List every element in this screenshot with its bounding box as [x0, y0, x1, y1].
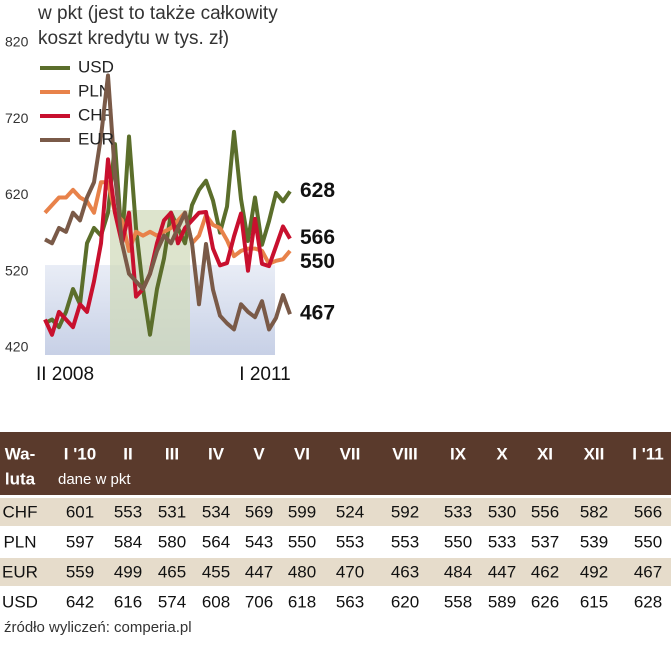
table-cell: CHF — [3, 502, 38, 521]
table-cell: 543 — [245, 532, 273, 551]
table-cell: 467 — [634, 562, 662, 581]
table-cell: 601 — [66, 502, 94, 521]
table-cell: 465 — [158, 562, 186, 581]
table-cell: 626 — [531, 592, 559, 611]
table-cell: 618 — [288, 592, 316, 611]
table-cell: 530 — [488, 502, 516, 521]
table-cell: 492 — [580, 562, 608, 581]
end-label: 566 — [300, 226, 335, 249]
table-cell: EUR — [2, 562, 38, 581]
table-cell: 480 — [288, 562, 316, 581]
table-cell: 534 — [202, 502, 230, 521]
table-cell: 592 — [391, 502, 419, 521]
table-cell: 447 — [488, 562, 516, 581]
line — [43, 157, 292, 337]
legend-label: CHF — [78, 105, 113, 124]
table-cell: 533 — [444, 502, 472, 521]
table-cell: 599 — [288, 502, 316, 521]
table-header: Wa- — [5, 444, 36, 463]
footer: źródło wyliczeń: comperia.pl — [4, 619, 192, 636]
table-header: XI — [537, 444, 553, 463]
x-tick-label: I 2011 — [239, 364, 290, 385]
table-cell: 608 — [202, 592, 230, 611]
table-cell: 563 — [336, 592, 364, 611]
table-cell: 574 — [158, 592, 186, 611]
table-cell: 558 — [444, 592, 472, 611]
table-cell: 620 — [391, 592, 419, 611]
table-cell: 455 — [202, 562, 230, 581]
x-tick-label: II 2008 — [36, 364, 94, 385]
line — [44, 73, 292, 332]
row-bg — [0, 498, 671, 526]
table-cell: 550 — [634, 532, 662, 551]
table-header: X — [496, 444, 508, 463]
table-cell: 539 — [580, 532, 608, 551]
row-bg — [0, 558, 671, 586]
y-tick-label: 620 — [5, 186, 29, 202]
table-cell: 642 — [66, 592, 94, 611]
table-header: III — [165, 444, 179, 463]
table-cell: 553 — [336, 532, 364, 551]
y-tick-label: 420 — [5, 339, 29, 355]
table-cell: 462 — [531, 562, 559, 581]
table-header: IX — [450, 444, 467, 463]
table-cell: 470 — [336, 562, 364, 581]
table-cell: 537 — [531, 532, 559, 551]
table-header: V — [253, 444, 265, 463]
end-label: 550 — [300, 250, 335, 273]
table-cell: 615 — [580, 592, 608, 611]
table-header: I '10 — [64, 444, 96, 463]
table-cell: 628 — [634, 592, 662, 611]
table-cell: 582 — [580, 502, 608, 521]
table-cell: 580 — [158, 532, 186, 551]
table-cell: 553 — [391, 532, 419, 551]
legend-label: EUR — [78, 129, 114, 148]
legend-label: USD — [78, 57, 114, 76]
chart-title: koszt kredytu w tys. zł) — [38, 28, 229, 49]
table-cell: 553 — [114, 502, 142, 521]
table-cell: 499 — [114, 562, 142, 581]
table-header: IV — [208, 444, 225, 463]
table-header: VIII — [392, 444, 418, 463]
y-tick-label: 520 — [5, 262, 29, 278]
table-cell: 533 — [488, 532, 516, 551]
table-cell: 616 — [114, 592, 142, 611]
table-header: VI — [294, 444, 310, 463]
table-cell: 566 — [634, 502, 662, 521]
line — [44, 129, 292, 337]
table-cell: 569 — [245, 502, 273, 521]
table-cell: 597 — [66, 532, 94, 551]
table-cell: USD — [2, 592, 38, 611]
table-cell: 556 — [531, 502, 559, 521]
table-cell: 584 — [114, 532, 142, 551]
table-cell: 564 — [202, 532, 230, 551]
table-cell: PLN — [3, 532, 36, 551]
table-cell: 706 — [245, 592, 273, 611]
table-header: I '11 — [632, 444, 663, 463]
table-header-bg — [0, 432, 671, 495]
table-cell: 484 — [444, 562, 472, 581]
table-cell: 447 — [245, 562, 273, 581]
table-cell: 550 — [288, 532, 316, 551]
table-cell: 463 — [391, 562, 419, 581]
legend-label: PLN — [78, 81, 111, 100]
table-cell: 524 — [336, 502, 364, 521]
table-cell: 550 — [444, 532, 472, 551]
y-tick-label: 720 — [5, 110, 29, 126]
table-cell: 531 — [158, 502, 186, 521]
chart-title: w pkt (jest to także całkowity — [37, 3, 278, 24]
table-cell: 559 — [66, 562, 94, 581]
y-tick-label: 820 — [5, 34, 29, 50]
table-header: II — [123, 444, 132, 463]
end-label: 628 — [300, 179, 335, 202]
table-subheader: dane w pkt — [58, 471, 131, 488]
table-header: VII — [340, 444, 361, 463]
table-header: XII — [584, 444, 605, 463]
end-label: 467 — [300, 302, 335, 325]
table-header: luta — [5, 469, 36, 488]
table-cell: 589 — [488, 592, 516, 611]
